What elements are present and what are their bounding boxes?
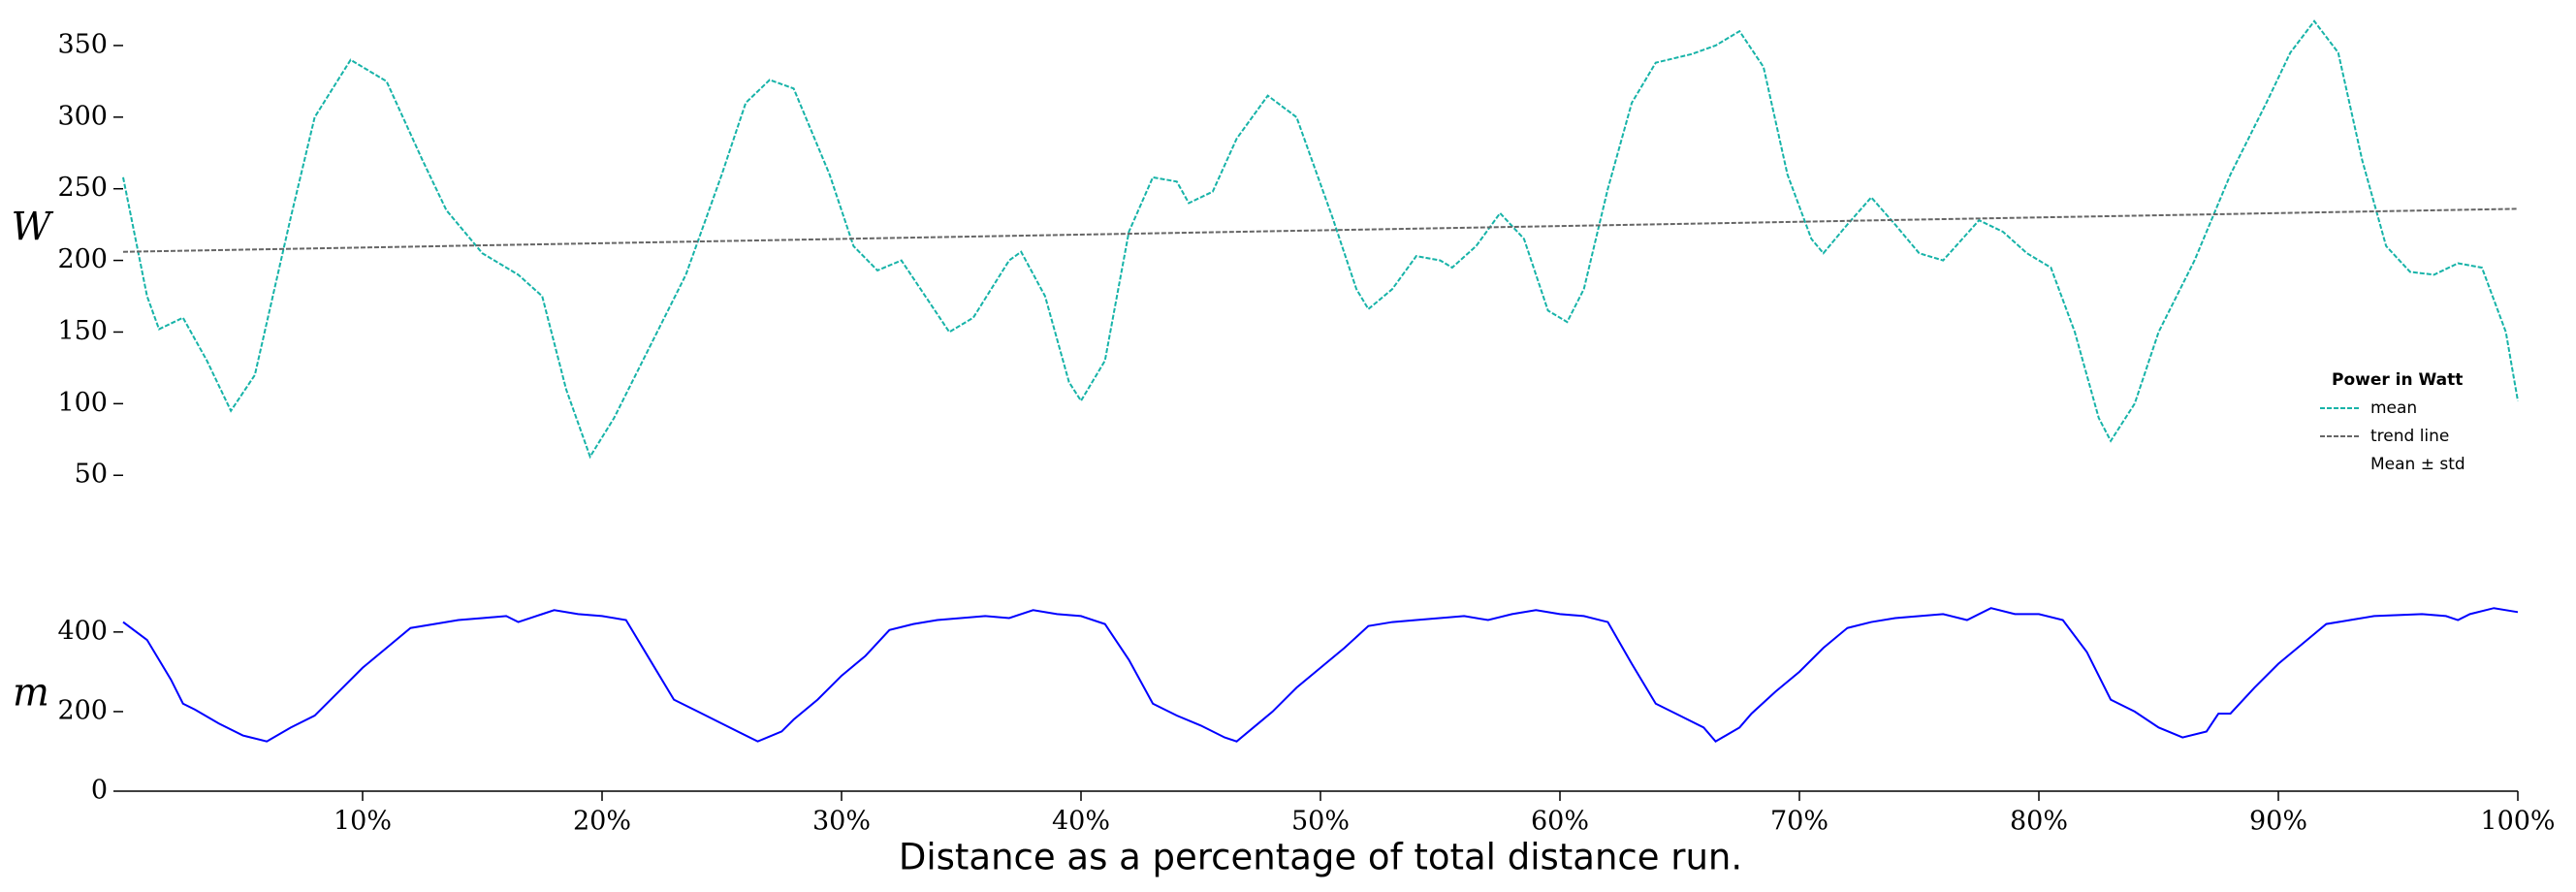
series-line [122,19,2519,460]
x-tick-label: 40% [1052,807,1110,837]
y-axis-label: W [11,206,53,250]
y-tick-label: 0 [91,776,108,806]
x-tick-label: 20% [573,807,631,837]
x-tick-label: 10% [334,807,392,837]
y-tick-label: 100 [57,388,108,418]
x-tick-label: 30% [812,807,871,837]
x-axis-label: Distance as a percentage of total distan… [899,837,1742,878]
y-tick-label: 350 [57,29,108,59]
y-tick-label: 400 [57,616,108,646]
y-axis-label: m [13,671,49,716]
x-tick-label: 60% [1531,807,1589,837]
x-tick-label: 70% [1770,807,1829,837]
legend-label: mean [2370,398,2417,418]
x-tick-label: 100% [2480,807,2555,837]
y-tick-label: 200 [57,695,108,725]
y-tick-label: 150 [57,316,108,346]
y-tick-label: 250 [57,173,108,203]
series-line [122,607,2519,743]
y-tick-label: 300 [57,101,108,131]
series-line [122,207,2519,253]
y-tick-label: 50 [75,460,108,490]
x-tick-label: 50% [1291,807,1350,837]
x-tick-label: 80% [2010,807,2068,837]
x-tick-label: 90% [2249,807,2307,837]
y-tick-label: 200 [57,244,108,274]
legend-label: Mean ± std [2370,455,2465,474]
legend-title: Power in Watt [2332,370,2463,390]
legend-label: trend line [2370,427,2449,446]
